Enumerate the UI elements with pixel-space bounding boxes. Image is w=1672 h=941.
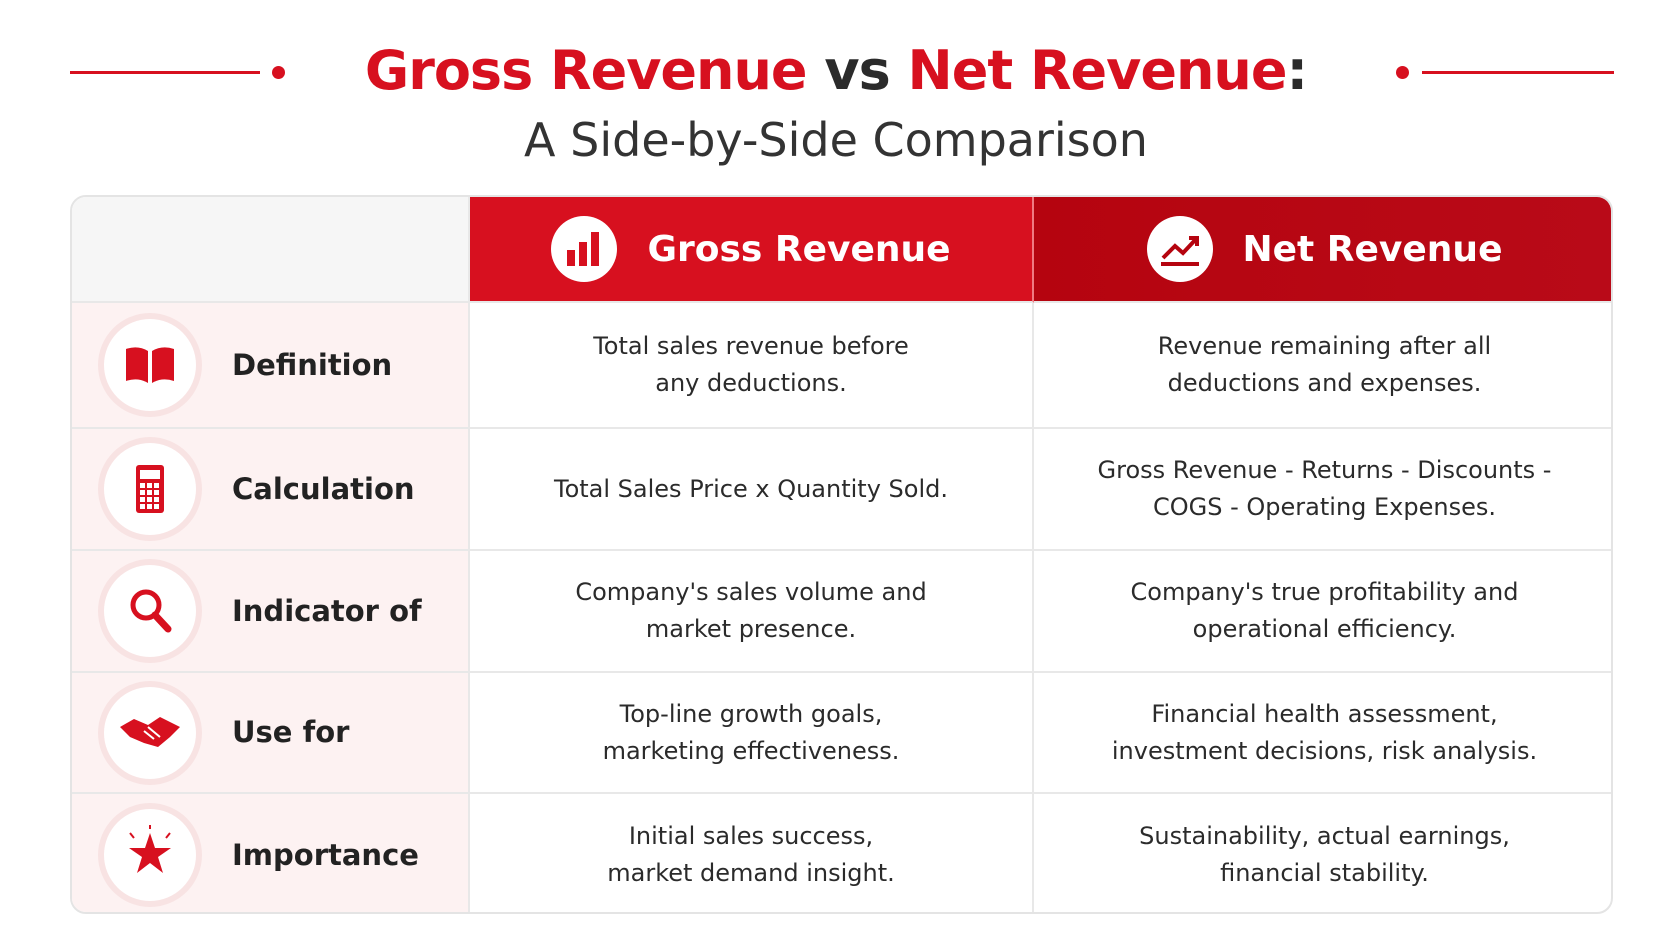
row-label-cell: Indicator of [72, 551, 470, 673]
title-dot [272, 66, 285, 79]
header-blank [72, 197, 470, 303]
column-header: Gross Revenue [470, 197, 1034, 303]
title-dot [1396, 66, 1409, 79]
row-icon [104, 565, 196, 657]
cell-text: Company's sales volume and market presen… [575, 578, 927, 643]
subtitle: A Side-by-Side Comparison [524, 113, 1148, 167]
title-part: : [1286, 39, 1309, 102]
cell-text: Initial sales success, market demand ins… [607, 822, 895, 887]
cell-text: Importance [232, 837, 419, 872]
comparison-table: Gross Revenue Net Revenue Definition Tota… [70, 195, 1613, 914]
title-rule [1422, 71, 1614, 74]
gross-cell: Total Sales Price x Quantity Sold. [470, 429, 1034, 551]
column-title: Net Revenue [1242, 228, 1503, 270]
cell-text: Total Sales Price x Quantity Sold. [554, 474, 948, 503]
column-header: Net Revenue [1034, 197, 1611, 303]
gross-cell: Company's sales volume and market presen… [470, 551, 1034, 673]
net-cell: Company's true profitability and operati… [1034, 551, 1611, 673]
cell-text: Definition [232, 347, 393, 382]
cell-text: Calculation [232, 471, 415, 506]
row-icon [104, 319, 196, 411]
gross-cell: Top-line growth goals, marketing effecti… [470, 673, 1034, 794]
row-icon [104, 443, 196, 535]
cell-text: Revenue remaining after all deductions a… [1157, 332, 1492, 397]
cell-text: Company's true profitability and operati… [1130, 578, 1519, 643]
gross-cell: Total sales revenue before any deduction… [470, 303, 1034, 429]
net-cell: Revenue remaining after all deductions a… [1034, 303, 1611, 429]
title: Gross Revenue vs Net Revenue: [0, 36, 1672, 106]
net-cell: Gross Revenue - Returns - Discounts - CO… [1034, 429, 1611, 551]
cell-text: Use for [232, 715, 350, 749]
net-cell: Financial health assessment, investment … [1034, 673, 1611, 794]
gross-cell: Initial sales success, market demand ins… [470, 794, 1034, 912]
row-label-cell: Calculation [72, 429, 470, 551]
trend-icon [1146, 216, 1213, 282]
title-rule [70, 71, 260, 74]
column-title: Gross Revenue [647, 228, 951, 270]
title-part: Net Revenue [907, 39, 1288, 102]
cell-text: Gross Revenue - Returns - Discounts - CO… [1097, 456, 1552, 521]
cell-text: Top-line growth goals, marketing effecti… [602, 699, 900, 765]
net-cell: Sustainability, actual earnings, financi… [1034, 794, 1611, 912]
row-icon [104, 686, 196, 779]
row-icon [104, 809, 196, 901]
row-label-cell: Use for [72, 673, 470, 794]
row-label-cell: Importance [72, 794, 470, 912]
cell-text: Indicator of [232, 593, 422, 628]
cell-text: Sustainability, actual earnings, financi… [1139, 822, 1510, 887]
bar-icon [551, 216, 618, 282]
title-part: vs [824, 39, 890, 102]
cell-text: Financial health assessment, investment … [1111, 699, 1538, 765]
cell-text: Total sales revenue before any deduction… [593, 332, 909, 397]
row-label-cell: Definition [72, 303, 470, 429]
title-part: Gross Revenue [364, 39, 808, 102]
